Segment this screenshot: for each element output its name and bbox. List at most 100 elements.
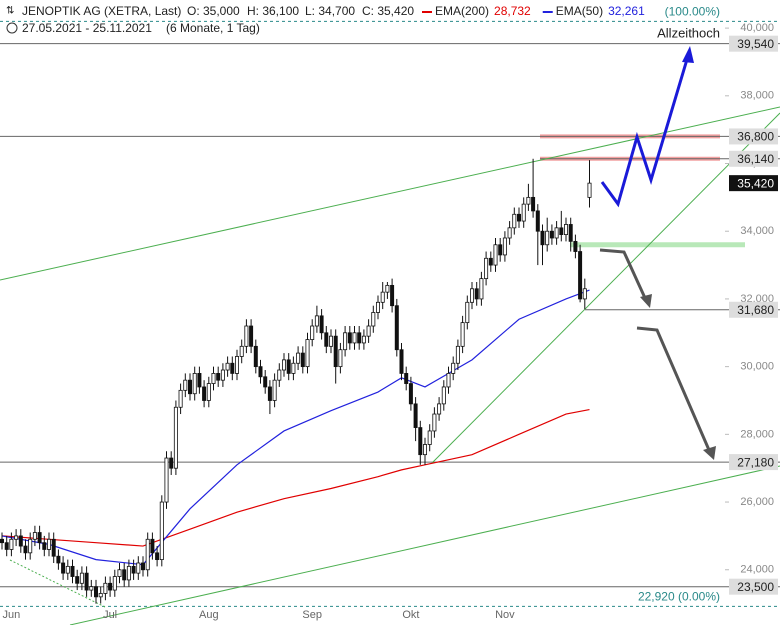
candle-body	[183, 379, 188, 391]
y-tick-label: 30,000	[740, 361, 774, 373]
candle-body	[230, 362, 235, 374]
candle-body	[545, 230, 550, 246]
candle-body	[582, 288, 587, 300]
candle-body	[263, 376, 268, 388]
icon: ⇅	[6, 6, 14, 17]
candle-body	[394, 305, 399, 351]
candle-body	[554, 227, 559, 239]
candle-body	[131, 565, 136, 574]
candle-body	[352, 332, 357, 344]
candle-body	[173, 406, 178, 469]
x-tick-label: Jun	[3, 609, 21, 621]
legend-value: 28,732	[494, 4, 531, 18]
price-box	[729, 301, 778, 318]
candle-body	[531, 196, 536, 212]
price-box	[729, 578, 778, 595]
candle-body	[4, 542, 9, 550]
candle-body	[474, 288, 479, 300]
candle-body	[347, 332, 352, 344]
candle-body	[390, 284, 395, 307]
y-tick-label: 26,000	[740, 496, 774, 508]
candle-body	[187, 379, 192, 395]
candle-body	[103, 582, 108, 594]
candle-body	[399, 349, 404, 374]
candle-body	[300, 352, 305, 368]
candle-body	[564, 224, 569, 236]
candle-body	[9, 538, 14, 550]
price-label: 35,420	[737, 176, 774, 190]
candle-body	[234, 356, 239, 374]
candle-body	[249, 325, 254, 347]
x-tick-label: Jul	[103, 609, 117, 621]
candle-body	[413, 403, 418, 428]
candle-body	[469, 288, 474, 303]
candle-body	[225, 362, 230, 371]
candle-body	[422, 444, 427, 456]
price-box	[729, 454, 778, 471]
candle-body	[117, 569, 122, 577]
plot	[0, 158, 592, 604]
scenario-arrow	[599, 248, 647, 299]
candle-body	[526, 196, 531, 205]
candle-body	[314, 315, 319, 327]
y-tick-label: 34,000	[740, 225, 774, 237]
low: L: 34,700	[305, 4, 355, 18]
candle-body	[296, 352, 301, 364]
candle-body	[32, 532, 37, 540]
candle-body	[23, 545, 28, 554]
candle-body	[512, 213, 517, 229]
candle-body	[108, 582, 113, 591]
candle-body	[305, 339, 310, 368]
legend-value: 32,261	[608, 4, 645, 18]
candle-body	[0, 538, 4, 544]
candle-body	[216, 373, 221, 381]
x-tick-label: Okt	[402, 609, 419, 621]
candle-body	[319, 315, 324, 334]
candle-body	[441, 386, 446, 405]
levels	[0, 20, 780, 607]
high: H: 36,100	[247, 4, 299, 18]
candle-body	[159, 501, 164, 561]
candle-body	[432, 413, 437, 432]
clock-icon	[6, 22, 18, 34]
candle-body	[51, 538, 56, 557]
candle-body	[488, 257, 493, 266]
candle-body	[498, 244, 503, 256]
candle-body	[507, 227, 512, 239]
candle-body	[521, 203, 526, 222]
x-tick-label: Nov	[495, 609, 515, 621]
candle-body	[122, 569, 127, 581]
candle-body	[408, 383, 413, 405]
candle-body	[65, 565, 70, 574]
trend-line	[431, 112, 780, 464]
trend-line	[69, 465, 780, 625]
legend: EMA(200) 28,732 EMA(50) 32,261	[422, 4, 645, 18]
y-tick-label: 28,000	[740, 428, 774, 440]
candle-body	[277, 369, 282, 381]
candle-body	[460, 322, 465, 347]
candle-body	[112, 576, 117, 591]
candle-body	[79, 572, 84, 584]
candle-body	[239, 345, 244, 357]
scenario-arrow	[600, 55, 690, 208]
ema-line	[1, 408, 590, 547]
arrow-head	[682, 46, 694, 63]
level-label: (100.00%)	[665, 4, 720, 18]
candle-body	[578, 251, 583, 300]
candle-body	[94, 586, 99, 598]
price-label: 23,500	[737, 580, 774, 594]
candle-body	[89, 586, 94, 591]
candle-body	[324, 332, 329, 347]
candle-body	[169, 457, 174, 469]
candle-body	[380, 291, 385, 303]
candle-body	[253, 345, 258, 368]
price-label: 36,800	[737, 130, 774, 144]
candle-body	[366, 325, 371, 337]
candle-body	[98, 593, 103, 598]
candle-body	[155, 552, 160, 561]
candle-body	[568, 224, 573, 242]
y-tick-label: 40,000	[740, 22, 774, 34]
candle-body	[502, 237, 507, 256]
